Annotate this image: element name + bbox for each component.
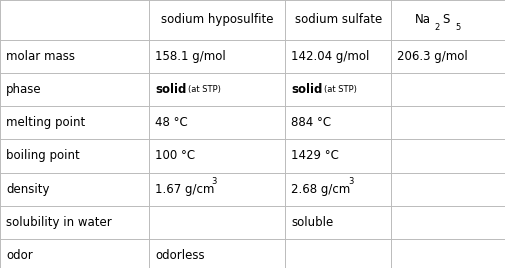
Text: 158.1 g/mol: 158.1 g/mol [155, 50, 226, 63]
Text: odorless: odorless [155, 249, 205, 262]
Text: 1429 °C: 1429 °C [291, 150, 339, 162]
Text: 2.68 g/cm: 2.68 g/cm [291, 183, 350, 196]
Text: 2: 2 [434, 23, 439, 32]
Text: phase: phase [6, 83, 42, 96]
Text: 142.04 g/mol: 142.04 g/mol [291, 50, 370, 63]
Text: solid: solid [155, 83, 186, 96]
Text: (at STP): (at STP) [324, 85, 357, 94]
Text: 884 °C: 884 °C [291, 116, 331, 129]
Text: 48 °C: 48 °C [155, 116, 188, 129]
Text: 1.67 g/cm: 1.67 g/cm [155, 183, 215, 196]
Text: sodium sulfate: sodium sulfate [295, 13, 382, 26]
Text: S: S [442, 13, 449, 26]
Text: odor: odor [6, 249, 33, 262]
Text: (at STP): (at STP) [188, 85, 221, 94]
Text: melting point: melting point [6, 116, 85, 129]
Text: density: density [6, 183, 49, 196]
Text: molar mass: molar mass [6, 50, 75, 63]
Text: 206.3 g/mol: 206.3 g/mol [397, 50, 468, 63]
Text: boiling point: boiling point [6, 150, 80, 162]
Text: 3: 3 [348, 177, 354, 186]
Text: sodium hyposulfite: sodium hyposulfite [161, 13, 273, 26]
Text: 3: 3 [212, 177, 217, 186]
Text: solubility in water: solubility in water [6, 216, 112, 229]
Text: solid: solid [291, 83, 323, 96]
Text: 5: 5 [456, 23, 461, 32]
Text: soluble: soluble [291, 216, 334, 229]
Text: Na: Na [415, 13, 431, 26]
Text: 100 °C: 100 °C [155, 150, 195, 162]
